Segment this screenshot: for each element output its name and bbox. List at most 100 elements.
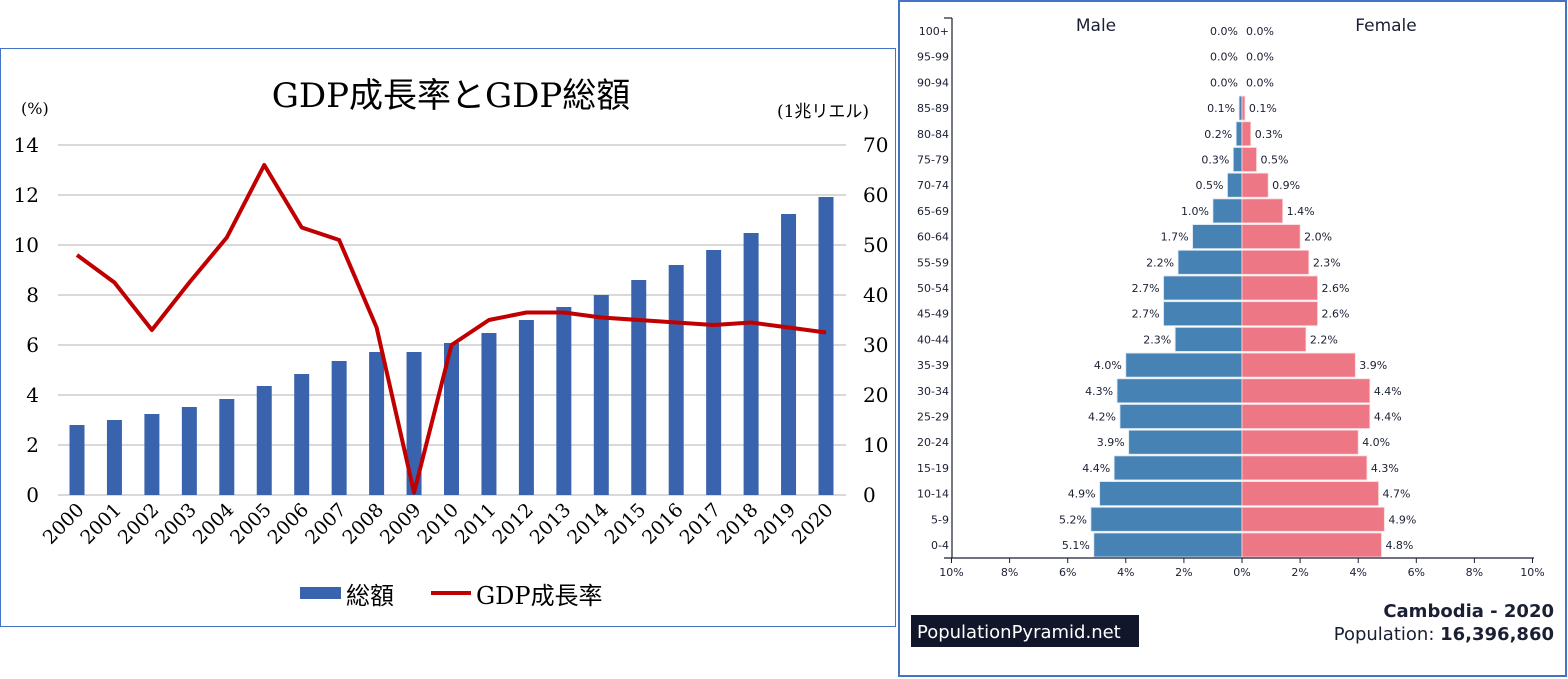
female-value-label: 0.9% (1272, 179, 1300, 192)
legend: 総額 GDP成長率 (300, 582, 603, 610)
year-tick-label: 2010 (413, 499, 463, 549)
male-bar (1239, 96, 1242, 120)
female-value-label: 2.6% (1322, 308, 1350, 321)
year-tick-label: 2018 (713, 499, 763, 549)
age-group-label: 80-84 (917, 128, 949, 141)
female-value-label: 2.6% (1322, 282, 1350, 295)
year-tick-label: 2008 (338, 499, 388, 549)
x-tick-label: 4% (1117, 566, 1134, 579)
age-group-label: 100+ (919, 25, 949, 38)
male-bar (1233, 148, 1242, 172)
male-bar (1120, 405, 1242, 429)
year-tick-label: 2007 (301, 499, 351, 549)
right-tick-label: 20 (863, 383, 888, 407)
female-value-label: 0.0% (1246, 51, 1274, 64)
gdp-total-bar (107, 420, 122, 495)
left-tick-label: 0 (26, 483, 39, 507)
right-tick-label: 60 (863, 183, 888, 207)
age-group-label: 55-59 (917, 256, 949, 269)
female-bar (1242, 96, 1245, 120)
male-value-label: 5.1% (1062, 539, 1090, 552)
year-tick-label: 2006 (263, 499, 313, 549)
age-group-label: 95-99 (917, 51, 949, 64)
male-value-label: 2.7% (1132, 282, 1160, 295)
female-bar (1242, 302, 1318, 326)
female-bar (1242, 148, 1257, 172)
female-bar (1242, 482, 1379, 506)
male-value-label: 0.0% (1210, 25, 1238, 38)
population-pyramid-panel: Male Female 0.0%0.0%0.0%0.0%0.0%0.0%0.1%… (898, 0, 1567, 677)
left-tick-label: 8 (26, 283, 39, 307)
left-axis-unit: (%) (21, 99, 49, 118)
male-value-label: 4.4% (1082, 462, 1110, 475)
male-value-label: 3.9% (1097, 436, 1125, 449)
year-tick-label: 2011 (451, 499, 501, 549)
age-group-label: 10-14 (917, 488, 949, 501)
x-tick-label: 4% (1349, 566, 1366, 579)
gdp-total-bar (819, 197, 834, 495)
female-value-label: 4.3% (1371, 462, 1399, 475)
female-bar (1242, 250, 1309, 274)
gdp-total-bar (594, 295, 609, 495)
female-value-label: 4.4% (1374, 411, 1402, 424)
right-tick-label: 0 (863, 483, 876, 507)
female-bar (1242, 173, 1268, 197)
female-bar (1242, 507, 1384, 531)
age-group-label: 60-64 (917, 231, 949, 244)
age-group-label: 75-79 (917, 154, 949, 167)
gdp-total-bar (70, 425, 85, 495)
female-bar (1242, 276, 1318, 300)
female-bar (1242, 199, 1283, 223)
year-tick-label: 2012 (488, 499, 538, 549)
female-value-label: 0.5% (1261, 154, 1289, 167)
year-tick-label: 2015 (601, 499, 651, 549)
gdp-total-bar (257, 386, 272, 495)
x-tick-label: 10% (1520, 566, 1544, 579)
female-label: Female (1355, 16, 1416, 36)
age-group-label: 45-49 (917, 308, 949, 321)
male-value-label: 0.5% (1196, 179, 1224, 192)
female-value-label: 4.8% (1385, 539, 1413, 552)
male-bar (1193, 225, 1242, 249)
population-value: 16,396,860 (1440, 624, 1554, 645)
gdp-total-bar (744, 233, 759, 495)
male-value-label: 2.3% (1143, 333, 1171, 346)
gdp-total-bar (182, 407, 197, 495)
male-bar (1164, 302, 1242, 326)
male-bar (1091, 507, 1242, 531)
male-value-label: 0.3% (1201, 154, 1229, 167)
legend-label-total: 総額 (346, 582, 394, 610)
gdp-total-bar (294, 374, 309, 495)
male-bar (1114, 456, 1242, 480)
female-value-label: 0.0% (1246, 25, 1274, 38)
right-tick-label: 50 (863, 233, 888, 257)
age-group-label: 35-39 (917, 359, 949, 372)
age-group-label: 40-44 (917, 333, 949, 346)
left-tick-label: 10 (14, 233, 39, 257)
year-tick-label: 2016 (638, 499, 688, 549)
gdp-total-bar (481, 333, 496, 495)
year-tick-label: 2013 (526, 499, 576, 549)
left-tick-label: 12 (14, 183, 39, 207)
female-bar (1242, 122, 1251, 146)
male-bar (1129, 430, 1242, 454)
x-tick-label: 6% (1059, 566, 1076, 579)
male-bar (1227, 173, 1242, 197)
female-value-label: 4.9% (1388, 513, 1416, 526)
left-tick-label: 14 (14, 133, 39, 157)
female-bar (1242, 225, 1300, 249)
age-group-label: 15-19 (917, 462, 949, 475)
female-value-label: 0.3% (1255, 128, 1283, 141)
age-group-label: 0-4 (931, 539, 949, 552)
watermark: PopulationPyramid.net (917, 622, 1121, 643)
male-value-label: 4.3% (1085, 385, 1113, 398)
male-value-label: 1.7% (1161, 231, 1189, 244)
female-bar (1242, 430, 1358, 454)
right-tick-label: 10 (863, 433, 888, 457)
age-group-label: 20-24 (917, 436, 949, 449)
gdp-total-bar (669, 265, 684, 495)
year-tick-label: 2003 (151, 499, 201, 549)
female-value-label: 1.4% (1287, 205, 1315, 218)
year-tick-label: 2000 (39, 499, 89, 549)
